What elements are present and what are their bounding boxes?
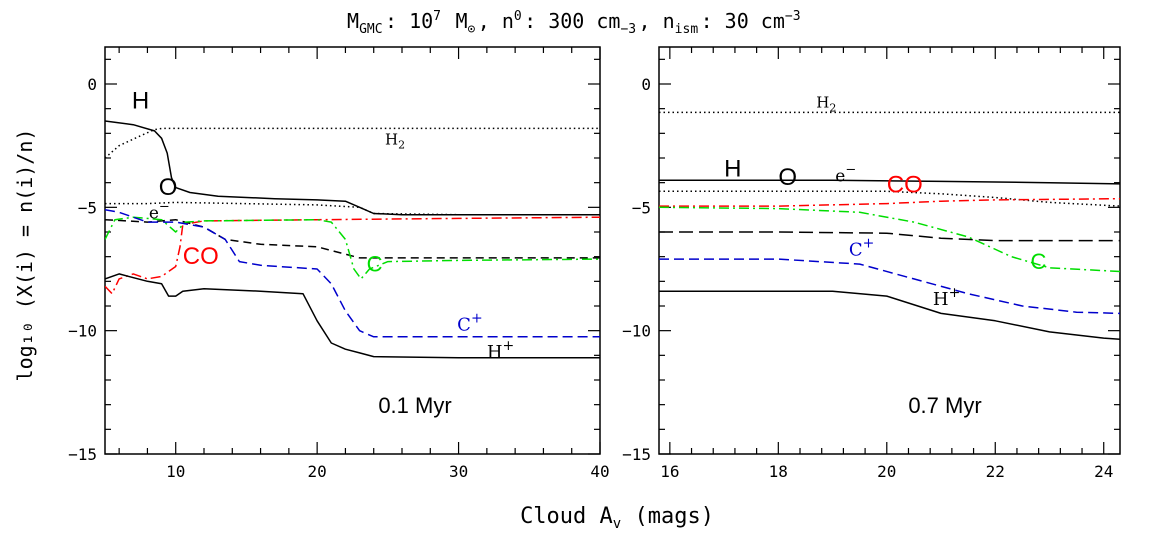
series-annotation: H2: [816, 93, 836, 114]
y-tick-label: −10: [622, 322, 651, 341]
series-line-e-minus: [659, 190, 1120, 207]
panel-0-1-myr: 10 20 30 40 0 −5 −10 −15 H H2 Oe− CO C C+H+ 0.1 Myr: [68, 46, 610, 481]
title-script-part: −3: [785, 9, 801, 24]
plot-frame: [104, 46, 601, 455]
series-group: [659, 111, 1120, 341]
series-annotation: C+: [457, 311, 483, 336]
series-annotation: H: [724, 156, 741, 183]
series-line-c: [105, 216, 600, 280]
title-text-part: : 30 cm: [701, 9, 785, 33]
panel-time-label: 0.7 Myr: [908, 393, 981, 418]
title-script-part: ⊙: [468, 22, 476, 37]
x-axis-label: Cloud Av (mags): [520, 504, 714, 532]
series-annotation: C: [1031, 249, 1047, 274]
title-text-part: : 300 cm: [524, 9, 620, 33]
series-line-h-plus: [105, 273, 600, 359]
x-tick-label: 30: [449, 462, 468, 481]
series-line-co: [659, 197, 1120, 207]
y-tick-label: 0: [641, 75, 651, 94]
series-annotation: e−: [149, 199, 170, 223]
series-line-h: [659, 179, 1120, 185]
title-script-part: ism: [675, 22, 699, 37]
series-line-c-plus: [659, 258, 1120, 315]
title-text-part: M: [347, 9, 359, 33]
xlabel-text: (mags): [621, 504, 714, 529]
x-tick-label: 20: [877, 462, 896, 481]
series-annotation: C: [367, 251, 383, 276]
series-line-o: [105, 218, 600, 259]
title-script-part: −3: [620, 22, 636, 37]
title-script-part: 7: [433, 9, 441, 24]
y-axis-label: log₁₀ (X(i) = n(i)/n): [13, 129, 37, 382]
xlabel-sub: v: [613, 516, 621, 532]
series-annotation: H2: [385, 130, 405, 151]
series-line-h: [105, 127, 600, 159]
series-annotation: H+: [487, 338, 514, 363]
title-script-part: GMC: [359, 22, 382, 37]
series-annotation: CO: [183, 243, 219, 270]
series-line-c-plus: [105, 209, 600, 338]
panel-time-label: 0.1 Myr: [378, 393, 451, 418]
x-tick-label: 22: [986, 462, 1005, 481]
series-line-o: [659, 231, 1120, 242]
series-line-co: [105, 216, 600, 295]
series-annotation: C+: [849, 235, 875, 260]
series-annotation: H+: [933, 285, 960, 310]
y-tick-label: −5: [78, 198, 97, 217]
y-tick-label: 0: [87, 75, 97, 94]
xlabel-text: Cloud A: [520, 504, 613, 529]
x-tick-label: 16: [660, 462, 679, 481]
series-line-h: [105, 120, 600, 216]
series-annotation: CO: [887, 172, 923, 199]
y-tick-label: −5: [632, 198, 651, 217]
y-tick-label: −15: [68, 445, 97, 464]
x-tick-label: 10: [166, 462, 185, 481]
y-tick-label: −10: [68, 322, 97, 341]
x-tick-label: 40: [590, 462, 609, 481]
title-script-part: 0: [514, 9, 522, 24]
series-annotation: O: [159, 174, 178, 201]
title-text-part: M: [443, 9, 467, 33]
x-tick-label: 18: [769, 462, 788, 481]
series-line-c: [659, 206, 1120, 273]
plot-frame: [658, 46, 1121, 455]
figure-title: MGMC : 107 M⊙ , n0 : 300 cm−3 , nism : 3…: [347, 9, 803, 37]
title-text-part: , n: [639, 9, 675, 33]
series-annotation: O: [778, 164, 797, 191]
series-line-h-plus: [659, 290, 1120, 341]
series-annotation: e−: [835, 162, 856, 186]
y-tick-label: −15: [622, 445, 651, 464]
series-group: [105, 120, 600, 359]
x-tick-label: 24: [1094, 462, 1113, 481]
x-tick-label: 20: [308, 462, 327, 481]
series-annotation: H: [132, 88, 149, 115]
title-text-part: , n: [478, 9, 514, 33]
title-text-part: : 10: [385, 9, 433, 33]
